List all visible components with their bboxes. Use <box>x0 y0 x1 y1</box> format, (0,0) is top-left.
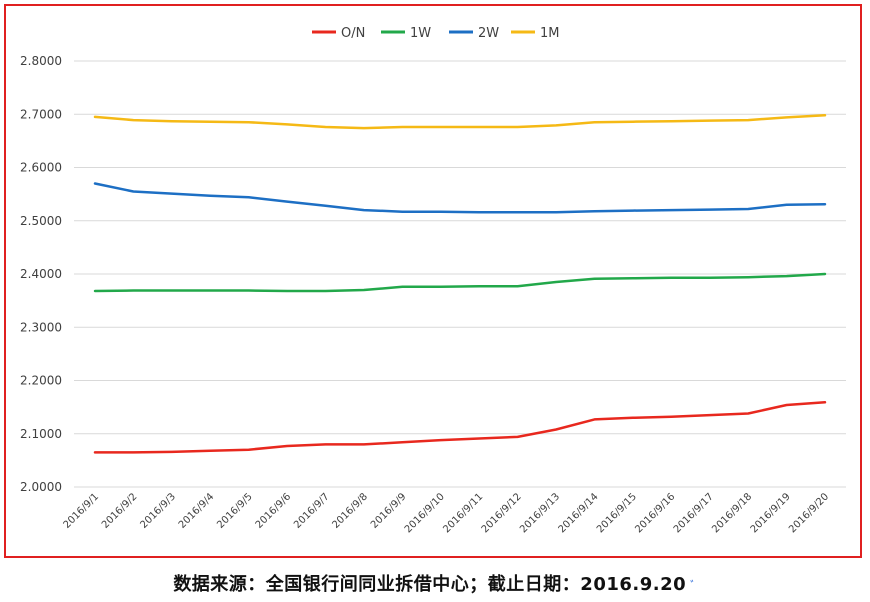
caption-mark: ﾞ <box>690 579 697 593</box>
y-tick-label: 2.1000 <box>20 427 62 441</box>
series-line <box>93 114 827 130</box>
series-line <box>93 401 827 454</box>
x-tick-label: 2016/9/4 <box>177 491 217 531</box>
y-tick-label: 2.8000 <box>20 54 62 68</box>
legend-label: 2W <box>478 26 499 41</box>
x-tick-label: 2016/9/11 <box>441 491 485 535</box>
y-tick-label: 2.4000 <box>20 267 62 281</box>
x-tick-label: 2016/9/20 <box>787 491 831 535</box>
caption-text: 数据来源：全国银行间同业拆借中心；截止日期：2016.9.20 <box>173 574 687 595</box>
x-tick-label: 2016/9/10 <box>403 491 447 535</box>
x-tick-label: 2016/9/8 <box>331 491 371 531</box>
legend-label: O/N <box>341 26 365 41</box>
x-tick-label: 2016/9/1 <box>62 491 102 531</box>
x-tick-label: 2016/9/13 <box>518 491 562 535</box>
y-tick-label: 2.5000 <box>20 214 62 228</box>
legend-label: 1W <box>410 26 431 41</box>
y-tick-label: 2.3000 <box>20 320 62 334</box>
x-tick-label: 2016/9/5 <box>215 491 255 531</box>
x-tick-label: 2016/9/15 <box>595 491 639 535</box>
series-line <box>93 272 827 293</box>
x-tick-label: 2016/9/2 <box>100 491 140 531</box>
x-tick-label: 2016/9/12 <box>480 491 524 535</box>
source-caption: 数据来源：全国银行间同业拆借中心；截止日期：2016.9.20 ﾞ <box>0 570 870 596</box>
chart-frame <box>4 4 862 558</box>
legend-label: 1M <box>540 26 560 41</box>
x-tick-label: 2016/9/16 <box>633 491 677 535</box>
x-tick-label: 2016/9/6 <box>254 491 294 531</box>
y-tick-label: 2.6000 <box>20 161 62 175</box>
x-tick-label: 2016/9/3 <box>138 491 178 531</box>
y-tick-label: 2.2000 <box>20 374 62 388</box>
y-tick-label: 2.7000 <box>20 107 62 121</box>
x-tick-label: 2016/9/9 <box>369 491 409 531</box>
y-tick-label: 2.0000 <box>20 480 62 494</box>
x-tick-label: 2016/9/19 <box>749 491 793 535</box>
line-chart: 2.0000 2.1000 2.2000 2.3000 2.4000 2.5000 2.60… <box>20 26 846 535</box>
x-tick-label: 2016/9/14 <box>557 491 601 535</box>
x-tick-label: 2016/9/18 <box>710 491 754 535</box>
series-line <box>93 182 827 214</box>
x-tick-label: 2016/9/7 <box>292 491 332 531</box>
x-tick-label: 2016/9/17 <box>672 491 716 535</box>
